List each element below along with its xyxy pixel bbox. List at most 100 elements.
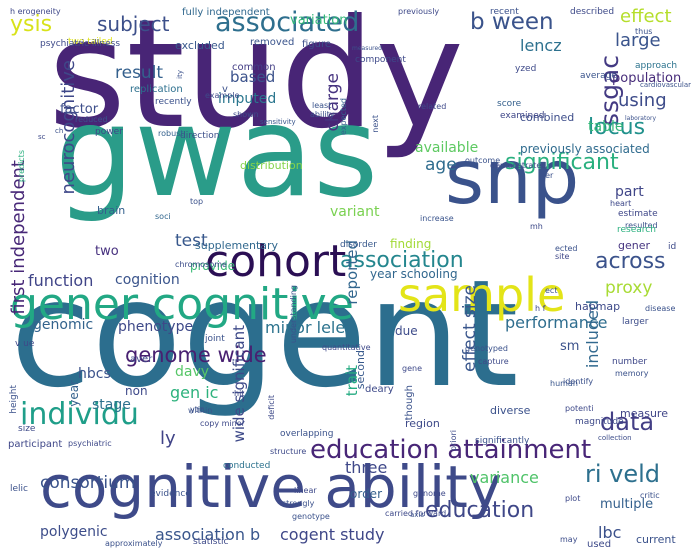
- word-performance: performance: [505, 313, 608, 332]
- word-data: data: [600, 408, 655, 436]
- word-lencz: lencz: [520, 36, 562, 55]
- word-evidence: evidence: [150, 489, 191, 499]
- word-gene: gene: [402, 364, 422, 373]
- word-minor-lele: minor lele: [265, 318, 346, 337]
- word-result: result: [115, 63, 164, 83]
- word-individu: individu: [20, 397, 139, 432]
- word-understanding: understanding: [289, 285, 298, 344]
- word-significantly: significantly: [475, 436, 530, 446]
- word-variation: variation: [290, 13, 348, 28]
- word-measure: measure: [620, 407, 668, 420]
- word-used: used: [587, 539, 612, 550]
- word-education: education: [425, 498, 535, 523]
- word-though: though: [404, 385, 415, 421]
- word-brain: brain: [97, 204, 126, 217]
- word-association-b: association b: [155, 525, 261, 544]
- word-demonstrated: demonstrated: [490, 161, 547, 170]
- word-fully-independent: fully independent: [182, 7, 270, 18]
- word-test: test: [175, 231, 208, 251]
- word-statistic: statistic: [193, 537, 229, 547]
- word-score: score: [497, 99, 522, 109]
- word-expected: expected: [339, 98, 348, 136]
- word-shown: shown: [233, 110, 259, 119]
- word-resulted: resulted: [625, 221, 658, 230]
- word-deficit: deficit: [267, 395, 276, 420]
- word-magnitude: magnitude: [575, 417, 624, 427]
- word-ect: ect: [545, 286, 558, 295]
- word-structure: structure: [270, 447, 307, 456]
- word-supplementary: supplementary: [195, 239, 279, 252]
- word-hit: hit: [234, 389, 245, 398]
- word-chromosome: chromosome: [175, 260, 227, 269]
- word-current: current: [636, 533, 676, 546]
- word-related: related: [418, 102, 447, 111]
- word-estimate: estimate: [618, 209, 658, 219]
- word-larger: larger: [622, 317, 649, 327]
- word-combined: combined: [520, 111, 575, 124]
- word-first-independent: first independent: [8, 160, 29, 315]
- word-ysis: ysis: [10, 12, 53, 37]
- word-least: least: [312, 101, 332, 110]
- word-thus: thus: [635, 27, 653, 36]
- word-replication: replication: [130, 84, 183, 95]
- word-strongly: strongly: [282, 499, 315, 508]
- word-davy: davy: [175, 364, 210, 380]
- word-hbcs: hbcs: [78, 366, 111, 382]
- word-diverse: diverse: [490, 404, 531, 417]
- word-significant: significant: [505, 150, 619, 175]
- word-gener: gener: [618, 239, 651, 252]
- word-heart: heart: [610, 199, 632, 208]
- word-polygenic: polygenic: [40, 524, 108, 540]
- word-proxy: proxy: [605, 278, 653, 298]
- word-measured: measured: [352, 45, 382, 52]
- word-deary: deary: [365, 384, 394, 395]
- word-genome-wide: genome wide: [125, 343, 267, 367]
- word-association: association: [340, 248, 464, 273]
- word-sc: sc: [38, 133, 46, 141]
- word-site: site: [555, 252, 570, 261]
- word-year-schooling: year schooling: [370, 267, 458, 281]
- word-ability: ability: [310, 110, 335, 119]
- word-within: within: [188, 406, 213, 415]
- word-may: may: [560, 535, 578, 544]
- word-size: size: [18, 424, 36, 434]
- word-axis: axis: [410, 511, 425, 519]
- word-recent: recent: [490, 7, 519, 17]
- word-disease: disease: [645, 304, 676, 313]
- word-two-tailed: two tailed: [68, 37, 113, 47]
- word-copy-minor: copy minor: [200, 419, 245, 428]
- word-potenti: potenti: [565, 404, 594, 413]
- word-subject: subject: [97, 12, 170, 36]
- word-cognition: cognition: [115, 272, 180, 288]
- word-consortium: consortium: [40, 473, 136, 493]
- word-associated: associated: [215, 7, 360, 38]
- word-number: number: [612, 357, 648, 367]
- word-h-f: h f: [535, 304, 546, 313]
- word-effect: effect: [620, 6, 672, 27]
- word-robust: robust: [158, 129, 184, 138]
- word-conducted: conducted: [223, 461, 271, 471]
- word-linear: linear: [294, 486, 317, 495]
- word-top: top: [190, 197, 204, 206]
- word-aver: aver: [130, 354, 153, 365]
- word-cognitive-ability: cognitive ability: [40, 453, 503, 521]
- word-based: based: [230, 68, 276, 86]
- word-region: region: [405, 417, 440, 430]
- word-gener-cognitive: gener cognitive: [10, 279, 354, 330]
- word-part: part: [615, 184, 644, 200]
- word-memory: memory: [615, 369, 649, 378]
- word-ytic: ytic: [190, 405, 205, 414]
- word-study: study: [48, 0, 465, 162]
- word-distribution: distribution: [240, 159, 303, 172]
- word-cohort: cohort: [205, 236, 347, 287]
- word-gen-ic: gen ic: [170, 383, 219, 402]
- word-joint: joint: [205, 334, 225, 344]
- word-reduced: reduced: [75, 115, 108, 124]
- word-critic: critic: [640, 491, 660, 500]
- word-participant: participant: [8, 439, 63, 450]
- word-mh: mh: [530, 222, 543, 231]
- word-genome: genome: [413, 489, 446, 498]
- word-population: population: [612, 71, 682, 86]
- word-age: age: [425, 155, 457, 175]
- word-sample: sample: [398, 268, 566, 322]
